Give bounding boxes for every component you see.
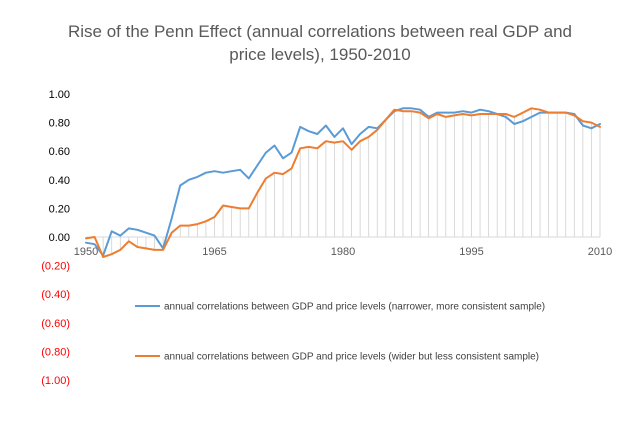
y-tick-label: (0.20)	[41, 261, 70, 273]
y-tick-label: 0.20	[49, 203, 70, 215]
x-tick-label: 1965	[202, 246, 226, 258]
y-tick-label: 0.80	[49, 118, 70, 130]
y-tick-label: (0.60)	[41, 318, 70, 330]
series-line-wide-sample	[85, 107, 601, 258]
chart-title-line-2: price levels), 1950-2010	[229, 45, 410, 64]
y-tick-label: 1.00	[49, 89, 70, 101]
legend-label-narrow: annual correlations between GDP and pric…	[164, 302, 545, 313]
series-line-narrow-sample	[85, 107, 601, 257]
y-tick-label: (0.40)	[41, 289, 70, 301]
y-tick-label: (0.80)	[41, 346, 70, 358]
y-tick-label: (1.00)	[41, 375, 70, 387]
x-tick-label: 2010	[588, 246, 612, 258]
x-tick-label: 1980	[331, 246, 355, 258]
drop-lines	[85, 108, 601, 258]
legend: annual correlations between GDP and pric…	[135, 302, 545, 363]
x-tick-label: 1950	[74, 246, 98, 258]
y-axis-ticks: 1.00 0.80 0.60 0.40 0.20 0.00 (0.20) (0.40) (0.6…	[41, 89, 70, 387]
series-lines	[85, 107, 601, 258]
y-tick-label: 0.60	[49, 146, 70, 158]
y-tick-label: 0.00	[49, 232, 70, 244]
x-axis-ticks: 1950 1965 1980 1995 2010	[74, 246, 612, 258]
x-tick-label: 1995	[459, 246, 483, 258]
chart-title-line-1: Rise of the Penn Effect (annual correlat…	[68, 22, 572, 41]
y-tick-label: 0.40	[49, 175, 70, 187]
legend-label-wide: annual correlations between GDP and pric…	[164, 352, 539, 363]
